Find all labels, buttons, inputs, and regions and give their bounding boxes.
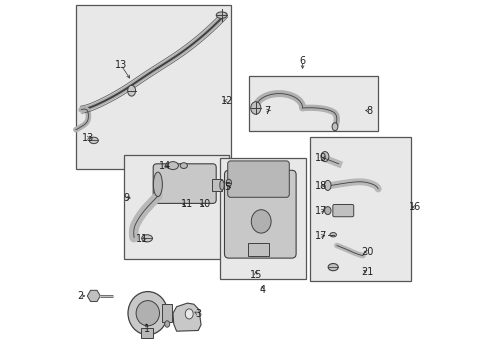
Ellipse shape <box>226 179 231 186</box>
Bar <box>220 158 306 279</box>
Text: 8: 8 <box>366 105 372 116</box>
Text: 9: 9 <box>124 193 130 203</box>
Text: 2: 2 <box>77 291 83 301</box>
Ellipse shape <box>165 321 170 327</box>
Ellipse shape <box>328 264 338 271</box>
Text: 17: 17 <box>315 231 327 241</box>
Text: 7: 7 <box>264 105 270 116</box>
FancyBboxPatch shape <box>224 170 296 258</box>
Text: 3: 3 <box>195 309 201 319</box>
Ellipse shape <box>180 163 187 168</box>
Text: 5: 5 <box>224 182 230 192</box>
Text: 6: 6 <box>299 56 306 66</box>
Text: 12: 12 <box>221 96 233 106</box>
Text: 13: 13 <box>115 60 127 70</box>
Text: 11: 11 <box>181 199 194 210</box>
Ellipse shape <box>142 235 152 242</box>
Ellipse shape <box>136 301 160 326</box>
Ellipse shape <box>251 102 261 114</box>
Ellipse shape <box>220 180 224 190</box>
Ellipse shape <box>251 210 271 233</box>
Ellipse shape <box>153 172 162 197</box>
Text: 1: 1 <box>144 324 150 334</box>
Bar <box>141 328 153 338</box>
Bar <box>310 137 411 281</box>
Bar <box>212 179 222 191</box>
FancyBboxPatch shape <box>333 204 354 217</box>
Text: 4: 4 <box>259 285 266 295</box>
Bar <box>248 76 378 131</box>
Text: 17: 17 <box>315 206 327 216</box>
Bar <box>248 243 270 256</box>
Ellipse shape <box>324 207 331 215</box>
Text: 14: 14 <box>159 161 171 171</box>
Text: 15: 15 <box>249 270 262 280</box>
Ellipse shape <box>128 292 168 335</box>
Ellipse shape <box>168 162 178 170</box>
Bar <box>124 155 229 259</box>
Bar <box>76 5 231 169</box>
Text: 19: 19 <box>315 153 327 163</box>
Ellipse shape <box>216 12 227 18</box>
Text: 10: 10 <box>198 199 211 210</box>
Ellipse shape <box>332 123 338 131</box>
Text: 16: 16 <box>409 202 421 212</box>
Text: 20: 20 <box>361 247 373 257</box>
Polygon shape <box>173 303 201 331</box>
Ellipse shape <box>89 137 98 144</box>
FancyBboxPatch shape <box>153 164 216 203</box>
Ellipse shape <box>185 309 193 319</box>
Bar <box>162 304 172 322</box>
Ellipse shape <box>324 180 331 190</box>
FancyBboxPatch shape <box>228 161 289 197</box>
Ellipse shape <box>321 152 329 162</box>
Text: 13: 13 <box>81 133 94 143</box>
Text: 11: 11 <box>136 234 148 244</box>
Ellipse shape <box>330 233 337 237</box>
Text: 18: 18 <box>315 181 327 191</box>
Text: 21: 21 <box>361 267 373 277</box>
Ellipse shape <box>127 85 136 96</box>
